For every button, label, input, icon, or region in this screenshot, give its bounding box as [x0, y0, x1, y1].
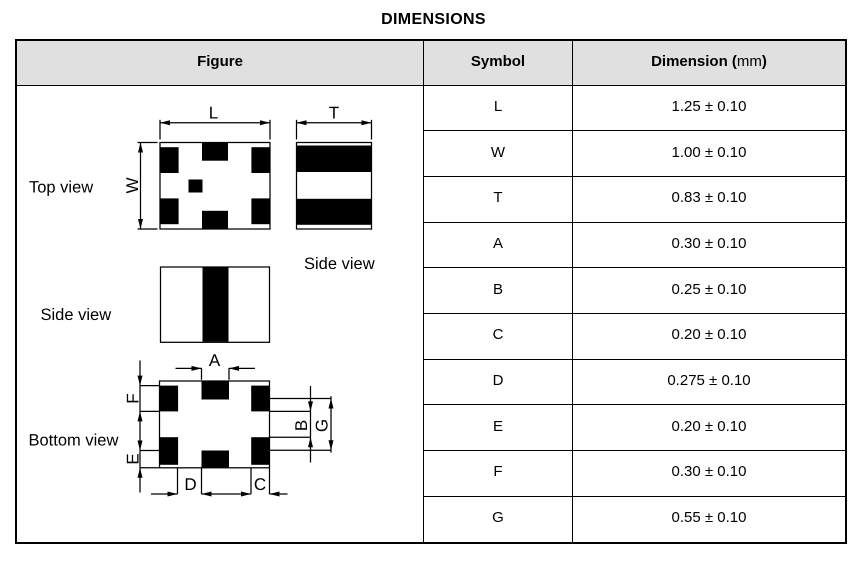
svg-text:L: L	[209, 104, 218, 123]
svg-text:C: C	[254, 475, 266, 494]
svg-text:Side view: Side view	[304, 255, 375, 273]
svg-text:A: A	[209, 351, 221, 370]
svg-text:D: D	[184, 475, 196, 494]
svg-text:Top view: Top view	[29, 179, 93, 197]
svg-text:T: T	[329, 104, 339, 123]
svg-text:Side view: Side view	[41, 306, 112, 324]
svg-text:G: G	[313, 419, 332, 432]
svg-text:F: F	[124, 393, 143, 403]
svg-text:W: W	[123, 177, 142, 193]
svg-text:E: E	[124, 453, 143, 464]
svg-text:B: B	[292, 420, 311, 431]
svg-text:Bottom view: Bottom view	[29, 432, 119, 450]
